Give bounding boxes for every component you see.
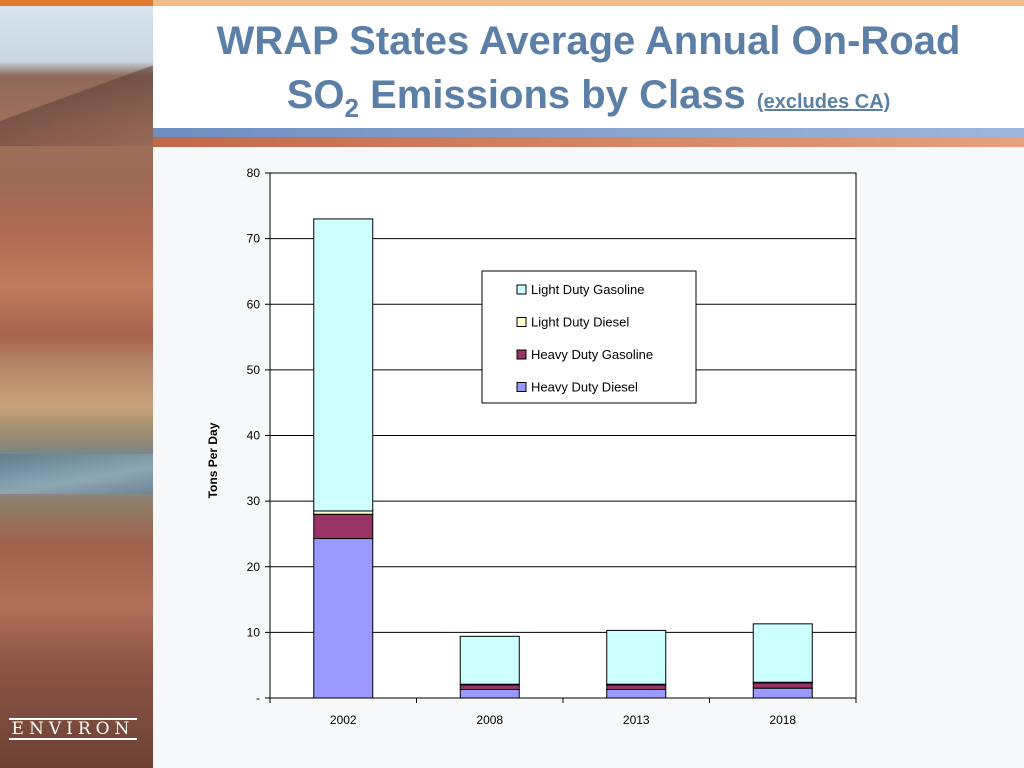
legend-label: Heavy Duty Gasoline <box>531 347 653 362</box>
legend-swatch <box>516 382 527 392</box>
stacked-bar-chart: - 10 20 30 40 50 60 70 80 Tons Per Day 2002 2008 201… <box>206 166 857 727</box>
slide-title-line-2: SO2 Emissions by Class (excludes CA) <box>153 72 1024 125</box>
bar-segment <box>313 218 374 512</box>
y-tick-label: - <box>256 691 260 705</box>
y-tick-label: 70 <box>247 232 261 246</box>
y-tick-label: 60 <box>247 297 261 311</box>
bar-segment <box>313 513 374 540</box>
bar-segment <box>752 682 813 689</box>
y-tick-label: 40 <box>247 429 261 443</box>
legend-label: Heavy Duty Diesel <box>531 380 638 395</box>
title-note: (excludes CA) <box>756 91 891 113</box>
title-suffix: Emissions by Class <box>358 73 757 117</box>
legend-label: Light Duty Diesel <box>531 315 629 330</box>
canyon-ridge-shape <box>0 66 153 146</box>
bar-segment <box>459 635 520 685</box>
bar-segment <box>313 538 374 699</box>
legend-swatch <box>516 284 527 295</box>
y-tick-label: 10 <box>247 625 261 639</box>
slide-title: WRAP States Average Annual On-Road SO2 E… <box>153 6 1024 128</box>
y-tick-label: 30 <box>247 494 261 508</box>
bar-segment <box>459 684 520 690</box>
bar-segment <box>752 623 813 683</box>
canyon-river-shape <box>0 454 153 494</box>
chart-area: - 10 20 30 40 50 60 70 80 Tons Per Day 2002 2008 201… <box>153 147 1024 768</box>
environ-logo: ENVIRON <box>9 718 137 740</box>
x-tick-label: 2013 <box>623 713 650 727</box>
x-tick-label: 2002 <box>330 713 357 727</box>
title-divider-orange <box>153 137 1024 147</box>
y-tick-label: 20 <box>247 560 261 574</box>
slide-title-line-1: WRAP States Average Annual On-Road <box>216 19 961 63</box>
title-divider-blue <box>153 128 1024 137</box>
legend-label: Light Duty Gasoline <box>531 282 644 297</box>
top-accent-bar-right <box>153 0 1024 6</box>
bar-segment <box>606 629 667 685</box>
title-subscript: 2 <box>344 93 359 123</box>
y-tick-label: 80 <box>247 166 261 180</box>
x-tick-label: 2018 <box>769 713 796 727</box>
legend-swatch <box>516 317 527 327</box>
x-tick-label: 2008 <box>476 713 503 727</box>
title-so-prefix: SO <box>286 73 345 117</box>
top-accent-bar-left <box>0 0 153 6</box>
canyon-photo-panel <box>0 6 153 768</box>
legend-swatch <box>516 349 527 360</box>
bar-segment <box>606 688 667 699</box>
y-axis-title: Tons Per Day <box>206 422 220 498</box>
y-tick-label: 50 <box>247 363 261 377</box>
bar-segment <box>459 688 520 699</box>
bar-segment <box>752 687 813 699</box>
bar-segment <box>606 684 667 690</box>
